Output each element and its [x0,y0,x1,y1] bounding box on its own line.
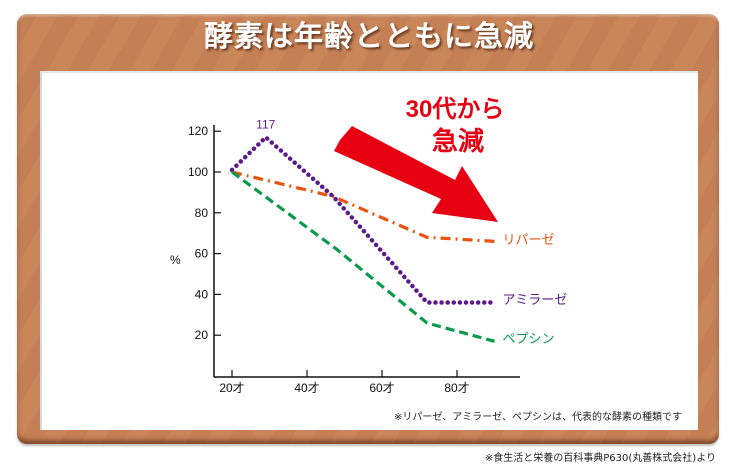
x-tick-label: 40才 [294,381,319,395]
series-label: アミラーゼ [503,292,568,307]
y-axis-label: % [170,253,181,267]
series-line [229,134,497,305]
series-label: リパーゼ [503,232,555,247]
y-tick-label: 80 [195,206,209,220]
annotation-line1: 30代から [406,96,505,123]
y-tick-label: 60 [195,247,209,261]
y-tick-label: 40 [195,287,209,301]
chart-panel [40,71,698,430]
annotation-line2: 急減 [432,126,484,156]
x-tick-label: 80才 [444,381,469,395]
y-tick-label: 20 [195,328,209,342]
series-label: ペプシン [503,331,555,346]
y-tick-label: 100 [188,165,208,179]
source-citation: ※食生活と栄養の百科事典P630(丸善株式会社)より [484,453,716,464]
series-line [231,170,495,343]
x-tick-label: 20才 [219,381,244,395]
page-title: 酵素は年齢とともに急減 [203,19,534,53]
peak-label: 117 [256,117,275,131]
decline-arrow-icon [334,126,498,222]
x-tick-label: 60才 [369,381,394,395]
footnote: ※リパーゼ、アミラーゼ、ペプシンは、代表的な酵素の種類です [394,412,682,423]
series-line [231,170,495,243]
y-tick-label: 120 [188,124,208,138]
